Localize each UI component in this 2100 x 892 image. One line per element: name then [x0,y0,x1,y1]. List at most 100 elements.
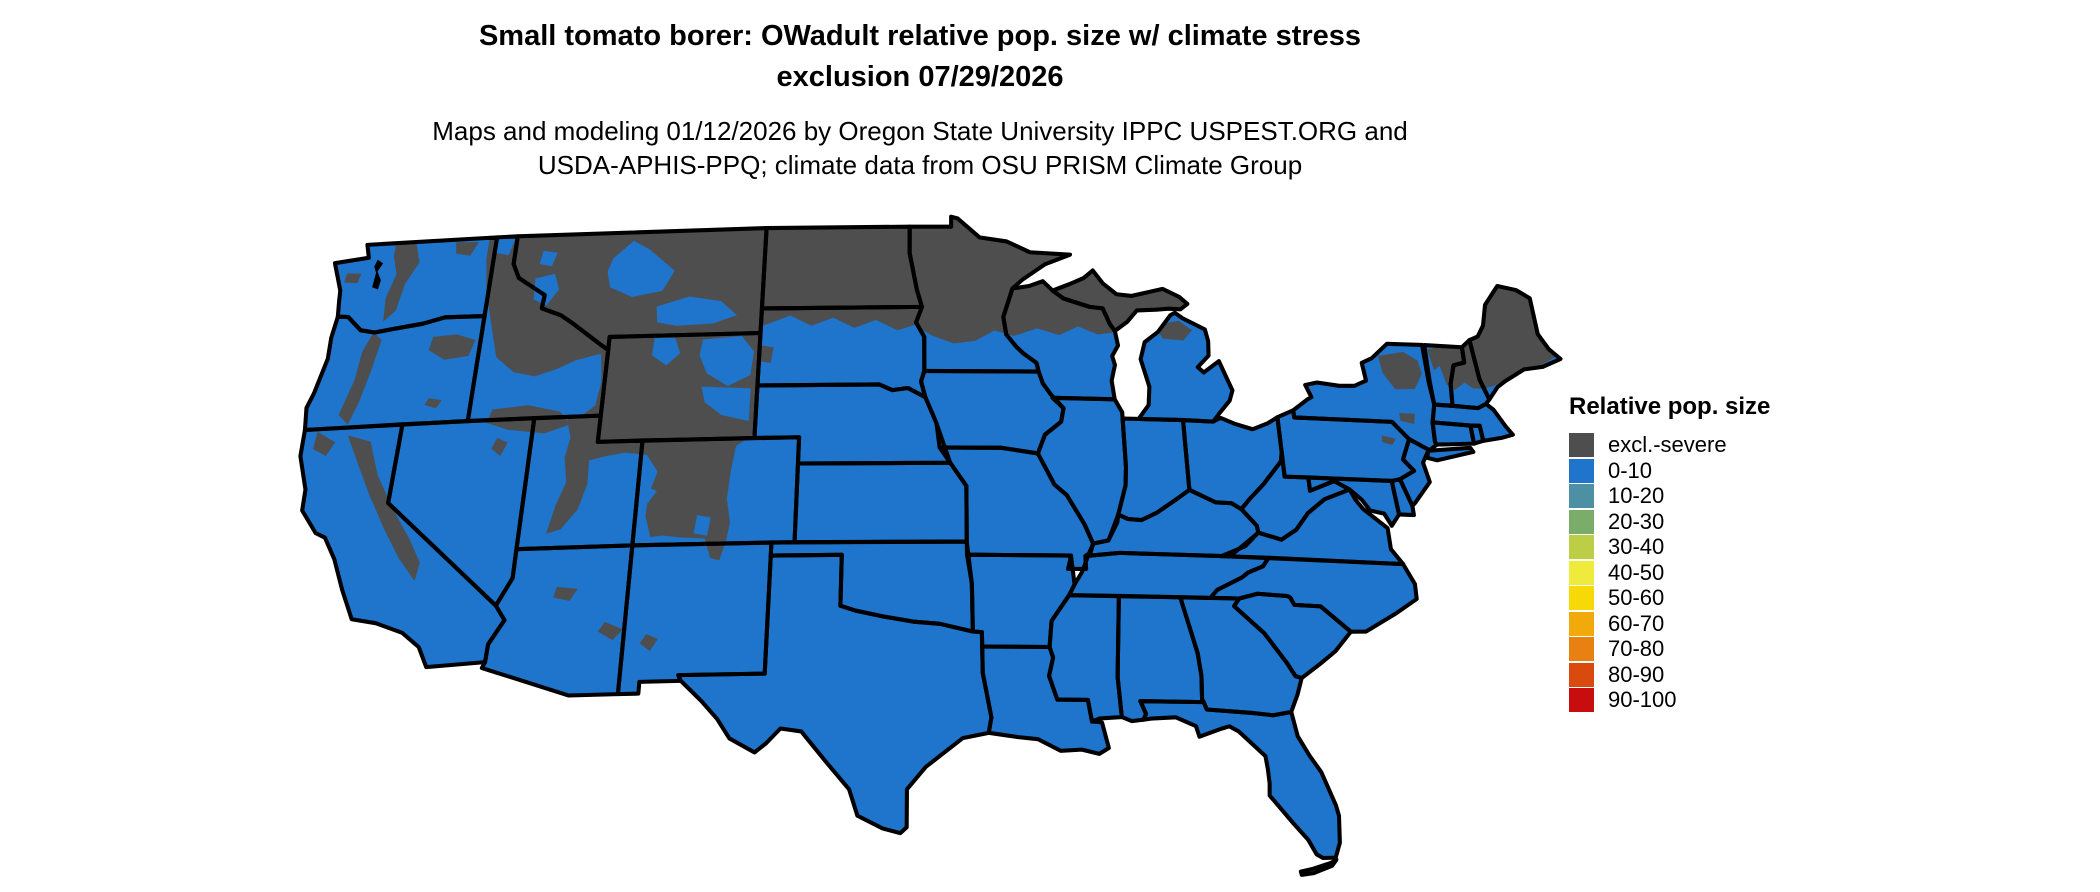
exclusion-adirondacks [1377,351,1422,390]
patch-co-san-luis-valley [693,515,711,536]
legend-swatch [1569,433,1594,457]
exclusion-ca-klamath [312,431,336,456]
legend-item: 70-80 [1569,637,1770,661]
state-arkansas [967,554,1075,647]
legend-item: 60-70 [1569,611,1770,636]
patch-co-grand-valley [637,483,657,505]
exclusion-wa-cascades [383,237,420,322]
legend-item: 80-90 [1569,661,1770,687]
state-south-carolina [1234,593,1351,679]
state-mississippi [1049,595,1122,722]
legend-swatch [1569,611,1594,636]
figure-subtitle: Maps and modeling 01/12/2026 by Oregon S… [0,114,1840,182]
legend-label: 40-50 [1608,559,1665,585]
exclusion-nm-gila [639,634,658,651]
state-alabama [1117,595,1204,722]
legend-item: 50-60 [1569,586,1770,610]
exclusion-poconos [1381,435,1396,446]
state-massachusetts [1432,403,1513,441]
patch-id-panhandle-valley [495,237,516,256]
legend-item: 20-30 [1569,508,1770,534]
state-border-maine [1467,283,1563,402]
state-nebraska [754,384,951,464]
state-indiana [1118,418,1190,521]
legend-label: 50-60 [1608,585,1665,610]
legend-item: 90-100 [1569,688,1770,712]
us-map [298,214,1563,877]
water-puget-sound [372,259,384,290]
legend-label: 10-20 [1608,483,1665,508]
patch-mt-yellowstone-valley [656,296,738,326]
state-border-texas [676,552,994,836]
state-nevada [388,418,535,606]
state-tennessee [1069,552,1269,598]
low-population-patches [495,237,755,536]
state-south-dakota [757,306,926,398]
state-ohio [1183,417,1282,510]
figure-title-line1: Small tomato borer: OWadult relative pop… [478,20,1362,52]
legend-swatch [1569,509,1594,534]
state-maryland [1308,477,1400,526]
legend-title: Relative pop. size [1569,393,1771,420]
legend-swatch [1569,586,1594,610]
legend-item: 0-10 [1569,457,1770,483]
exclusion-or-steens [424,398,442,409]
state-virginia [1221,489,1404,565]
exclusion-ca-sierra [347,435,420,582]
legend-swatch [1569,458,1594,483]
patch-bighorn-basin [651,337,681,366]
legend-item: 10-20 [1569,484,1770,508]
state-kansas [794,462,967,543]
state-florida [1140,701,1340,859]
state-border-florida-keys [1298,857,1339,877]
patch-mt-bitterroot-valley [533,273,560,306]
legend-swatch [1569,688,1594,712]
state-new-mexico [617,542,772,695]
figure-subtitle-line2: USDA-APHIS-PPQ; climate data from OSU PR… [537,150,1303,180]
patch-mt-central-valley [607,240,675,297]
state-arizona [481,545,633,696]
legend-label: 30-40 [1608,534,1665,559]
legend: Relative pop. size excl.-severe 0-10 10-20… [1569,393,1770,714]
exclusion-or-blue-mountains [428,334,476,360]
figure-subtitle-line1: Maps and modeling 01/12/2026 by Oregon S… [432,116,1408,146]
legend-label: 70-80 [1608,636,1665,661]
legend-label: 0-10 [1608,457,1653,483]
state-illinois [1037,397,1127,544]
state-borders [298,214,1563,877]
state-oklahoma [770,541,973,632]
exclusion-or-cascades [338,332,382,425]
exclusion-catskills [1399,412,1415,425]
exclusion-new-england-highlands [1427,284,1557,390]
exclusion-az-white-mountains [597,622,623,641]
state-north-carolina [1210,557,1417,632]
state-new-york [1293,343,1474,461]
legend-label: 20-30 [1608,508,1665,534]
patch-flathead-valley [539,250,558,267]
legend-swatch [1569,535,1594,559]
state-pennsylvania [1277,410,1415,481]
state-missouri [939,447,1094,569]
state-border-michigan-up [1050,268,1190,333]
legend-label: 90-100 [1608,687,1677,712]
water-features [372,259,384,290]
exclusion-nv-ruby [491,437,508,456]
state-west-virginia [1241,452,1350,540]
legend-items: excl.-severe 0-10 10-20 20-30 30-40 40-50 50-6… [1569,433,1770,712]
legend-swatch [1569,560,1594,585]
legend-item: 30-40 [1569,535,1770,559]
figure-title: Small tomato borer: OWadult relative pop… [0,16,1840,98]
state-georgia [1180,597,1302,716]
state-connecticut [1432,422,1474,445]
state-iowa [921,370,1064,454]
legend-item: excl.-severe [1569,433,1770,457]
legend-label: excl.-severe [1608,432,1727,457]
state-border-north-carolina [1208,555,1419,634]
legend-swatch [1569,484,1594,508]
state-border-michigan-lower [1136,310,1235,424]
legend-label: 80-90 [1608,661,1665,687]
exclusion-az-kaibab [553,586,578,601]
exclusion-wa-olympics [344,273,362,284]
legend-item: 40-50 [1569,559,1770,585]
